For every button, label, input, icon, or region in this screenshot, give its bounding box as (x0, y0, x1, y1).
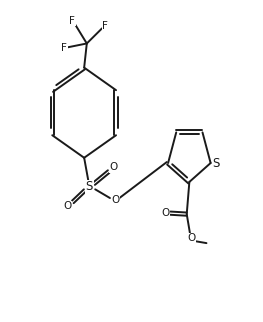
Text: S: S (213, 156, 220, 169)
Text: O: O (187, 233, 195, 243)
Text: O: O (110, 162, 118, 173)
Text: F: F (69, 16, 75, 26)
Text: O: O (111, 194, 119, 205)
Text: S: S (86, 180, 93, 193)
Text: F: F (62, 43, 67, 53)
Text: F: F (102, 21, 108, 31)
Text: O: O (161, 207, 170, 218)
Text: O: O (63, 201, 72, 211)
